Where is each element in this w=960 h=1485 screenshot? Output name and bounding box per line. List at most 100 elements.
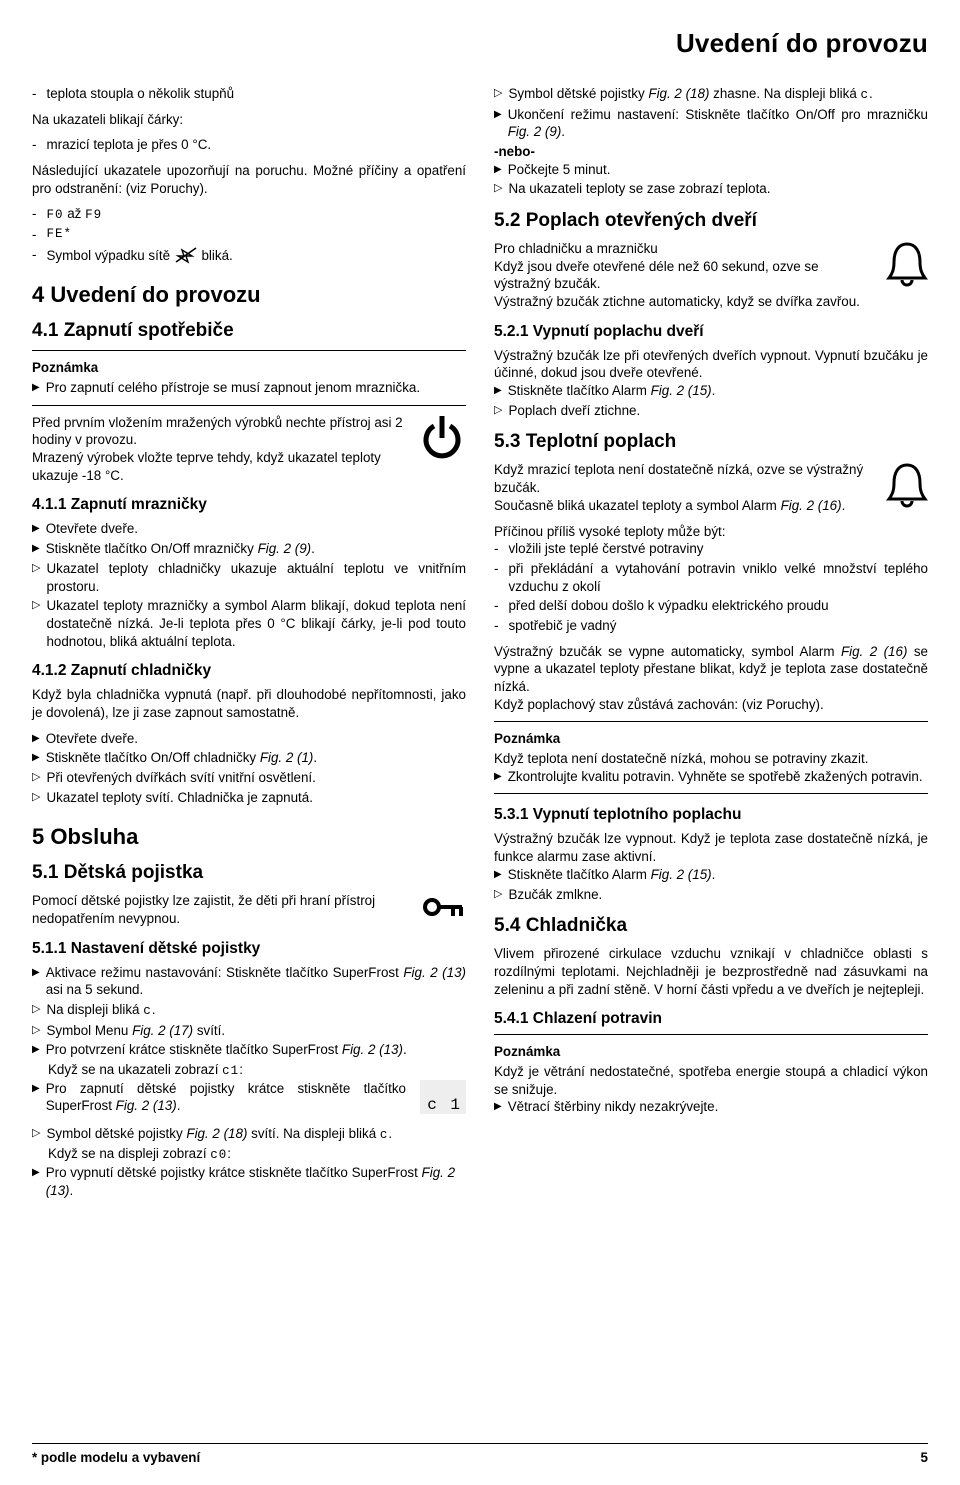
text: Když se na ukazateli zobrazí bbox=[48, 1062, 222, 1077]
text: Výstražný bzučák lze vypnout. Když je te… bbox=[494, 830, 928, 865]
step-list: Otevřete dveře. Stiskněte tlačítko On/Of… bbox=[32, 520, 466, 557]
list-item: Pro zapnutí dětské pojistky krátce stisk… bbox=[46, 1080, 406, 1115]
list-item: spotřebič je vadný bbox=[508, 617, 616, 635]
text: Stiskněte tlačítko Alarm bbox=[508, 867, 651, 882]
heading-5-3-1: 5.3.1 Vypnutí teplotního poplachu bbox=[494, 806, 928, 824]
heading-4-1-1: 4.1.1 Zapnutí mrazničky bbox=[32, 496, 466, 514]
text: . bbox=[403, 1042, 407, 1057]
text: Pomocí dětské pojistky lze zajistit, že … bbox=[32, 892, 466, 927]
step-list: Stiskněte tlačítko Alarm Fig. 2 (15). bbox=[494, 866, 928, 884]
text: Stiskněte tlačítko Alarm bbox=[508, 383, 651, 398]
text: zhasne. Na displeji bliká bbox=[709, 86, 860, 101]
result-list: Symbol dětské pojistky Fig. 2 (18) svítí… bbox=[32, 1125, 466, 1144]
figure-ref: Fig. 2 (16) bbox=[841, 644, 907, 659]
text: Pro potvrzení krátce stiskněte tlačítko … bbox=[46, 1042, 342, 1057]
text: . bbox=[869, 86, 873, 101]
list-item: Na displeji bliká c. bbox=[46, 1001, 155, 1020]
text: Současně bliká ukazatel teploty a symbol… bbox=[494, 498, 781, 513]
text: : bbox=[227, 1146, 231, 1161]
footer: * podle modelu a vybavení 5 bbox=[32, 1443, 928, 1465]
list-item: Ukazatel teploty chladničky ukazuje aktu… bbox=[46, 560, 466, 595]
step-list: Ukončení režimu nastavení: Stiskněte tla… bbox=[494, 106, 928, 141]
list-item: Poplach dveří ztichne. bbox=[508, 402, 640, 420]
text: Když teplota není dostatečně nízká, moho… bbox=[494, 750, 928, 768]
result-list: Ukazatel teploty chladničky ukazuje aktu… bbox=[32, 560, 466, 650]
bell-icon bbox=[886, 461, 928, 509]
figure-ref: Fig. 2 (9) bbox=[508, 124, 562, 139]
power-fail-icon bbox=[174, 246, 198, 264]
bell-block-2: Když mrazicí teplota není dostatečně níz… bbox=[494, 461, 928, 514]
code: F9 bbox=[85, 208, 102, 222]
codes-list: F0 až F9 FE* Symbol výpadku sítě bliká. bbox=[32, 205, 466, 264]
text: Vlivem přirozené cirkulace vzduchu vznik… bbox=[494, 945, 928, 998]
text: . bbox=[70, 1183, 74, 1198]
power-icon bbox=[418, 414, 466, 466]
list-item: Stiskněte tlačítko Alarm Fig. 2 (15). bbox=[508, 382, 716, 400]
text: Když jsou dveře otevřené déle než 60 sek… bbox=[494, 258, 928, 293]
text: Pro chladničku a mrazničku bbox=[494, 240, 928, 258]
note-list: Pro zapnutí celého přístroje se musí zap… bbox=[32, 379, 466, 397]
text: . bbox=[712, 383, 716, 398]
list-item: Otevřete dveře. bbox=[46, 730, 138, 748]
list-item: mrazicí teplota je přes 0 °C. bbox=[46, 136, 211, 154]
heading-5-4: 5.4 Chladnička bbox=[494, 915, 928, 937]
divider bbox=[32, 405, 466, 406]
list-item: Symbol dětské pojistky Fig. 2 (18) zhasn… bbox=[508, 85, 872, 104]
result-list: Symbol dětské pojistky Fig. 2 (18) zhasn… bbox=[494, 85, 928, 104]
text: bliká. bbox=[201, 248, 232, 263]
list-item: Symbol Menu Fig. 2 (17) svítí. bbox=[46, 1022, 225, 1040]
list-item: Zkontrolujte kvalitu potravin. Vyhněte s… bbox=[508, 768, 928, 786]
lock-block: Pomocí dětské pojistky lze zajistit, že … bbox=[32, 892, 466, 927]
code: FE* bbox=[46, 226, 72, 244]
list-item: Ukončení režimu nastavení: Stiskněte tla… bbox=[508, 106, 928, 141]
step-list: Otevřete dveře. Stiskněte tlačítko On/Of… bbox=[32, 730, 466, 767]
heading-5: 5 Obsluha bbox=[32, 824, 466, 850]
figure-ref: Fig. 2 (13) bbox=[403, 965, 466, 980]
list-item: Stiskněte tlačítko On/Off mrazničky Fig.… bbox=[46, 540, 315, 558]
figure-ref: Fig. 2 (15) bbox=[651, 383, 712, 398]
text: Symbol Menu bbox=[46, 1023, 132, 1038]
note-list: Zkontrolujte kvalitu potravin. Vyhněte s… bbox=[494, 768, 928, 786]
note-heading: Poznámka bbox=[32, 359, 466, 377]
figure-ref: Fig. 2 (15) bbox=[651, 867, 712, 882]
text: . bbox=[152, 1002, 156, 1017]
figure-ref: Fig. 2 (17) bbox=[132, 1023, 193, 1038]
text: Výstražný bzučák lze při otevřených dveř… bbox=[494, 347, 928, 382]
heading-5-4-1: 5.4.1 Chlazení potravin bbox=[494, 1010, 928, 1028]
result-list: Při otevřených dvířkách svítí vnitřní os… bbox=[32, 769, 466, 806]
note-heading: Poznámka bbox=[494, 1043, 928, 1061]
list-item: teplota stoupla o několik stupňů bbox=[46, 85, 234, 103]
code: c0 bbox=[210, 1148, 227, 1162]
heading-5-1-1: 5.1.1 Nastavení dětské pojistky bbox=[32, 940, 466, 958]
text: . bbox=[311, 541, 315, 556]
list-item: Otevřete dveře. bbox=[46, 520, 138, 538]
text: Když byla chladnička vypnutá (např. při … bbox=[32, 686, 466, 721]
heading-4-1-2: 4.1.2 Zapnutí chladničky bbox=[32, 662, 466, 680]
heading-4-1: 4.1 Zapnutí spotřebiče bbox=[32, 320, 466, 342]
code: c bbox=[861, 88, 870, 102]
heading-5-2: 5.2 Poplach otevřených dveří bbox=[494, 210, 928, 232]
divider bbox=[494, 793, 928, 794]
list-item: Počkejte 5 minut. bbox=[508, 161, 611, 179]
footer-divider bbox=[32, 1443, 928, 1444]
list-item: Při otevřených dvířkách svítí vnitřní os… bbox=[46, 769, 315, 787]
code: F0 bbox=[46, 208, 63, 222]
text: až bbox=[63, 206, 85, 221]
list-item: Pro vypnutí dětské pojistky krátce stisk… bbox=[46, 1164, 466, 1199]
text: Výstražný bzučák se vypne automaticky, s… bbox=[494, 644, 841, 659]
text: Pro vypnutí dětské pojistky krátce stisk… bbox=[46, 1165, 422, 1180]
two-column-layout: teplota stoupla o několik stupňů Na ukaz… bbox=[32, 85, 928, 1207]
figure-ref: Fig. 2 (16) bbox=[781, 498, 842, 513]
note-heading: Poznámka bbox=[494, 730, 928, 748]
list-item: před delší dobou došlo k výpadku elektri… bbox=[508, 597, 828, 615]
text: Stiskněte tlačítko On/Off chladničky bbox=[46, 750, 260, 765]
result-list: Bzučák zmlkne. bbox=[494, 886, 928, 904]
text: Symbol výpadku sítě bbox=[46, 248, 173, 263]
text: Výstražný bzučák ztichne automaticky, kd… bbox=[494, 293, 928, 311]
text: Aktivace režimu nastavování: Stiskněte t… bbox=[46, 965, 404, 980]
code: c1 bbox=[222, 1064, 239, 1078]
code: c bbox=[143, 1004, 152, 1018]
text: Když poplachový stav zůstává zachován: (… bbox=[494, 696, 928, 714]
cause-list: vložili jste teplé čerstvé potraviny při… bbox=[494, 540, 928, 634]
heading-4: 4 Uvedení do provozu bbox=[32, 282, 466, 308]
